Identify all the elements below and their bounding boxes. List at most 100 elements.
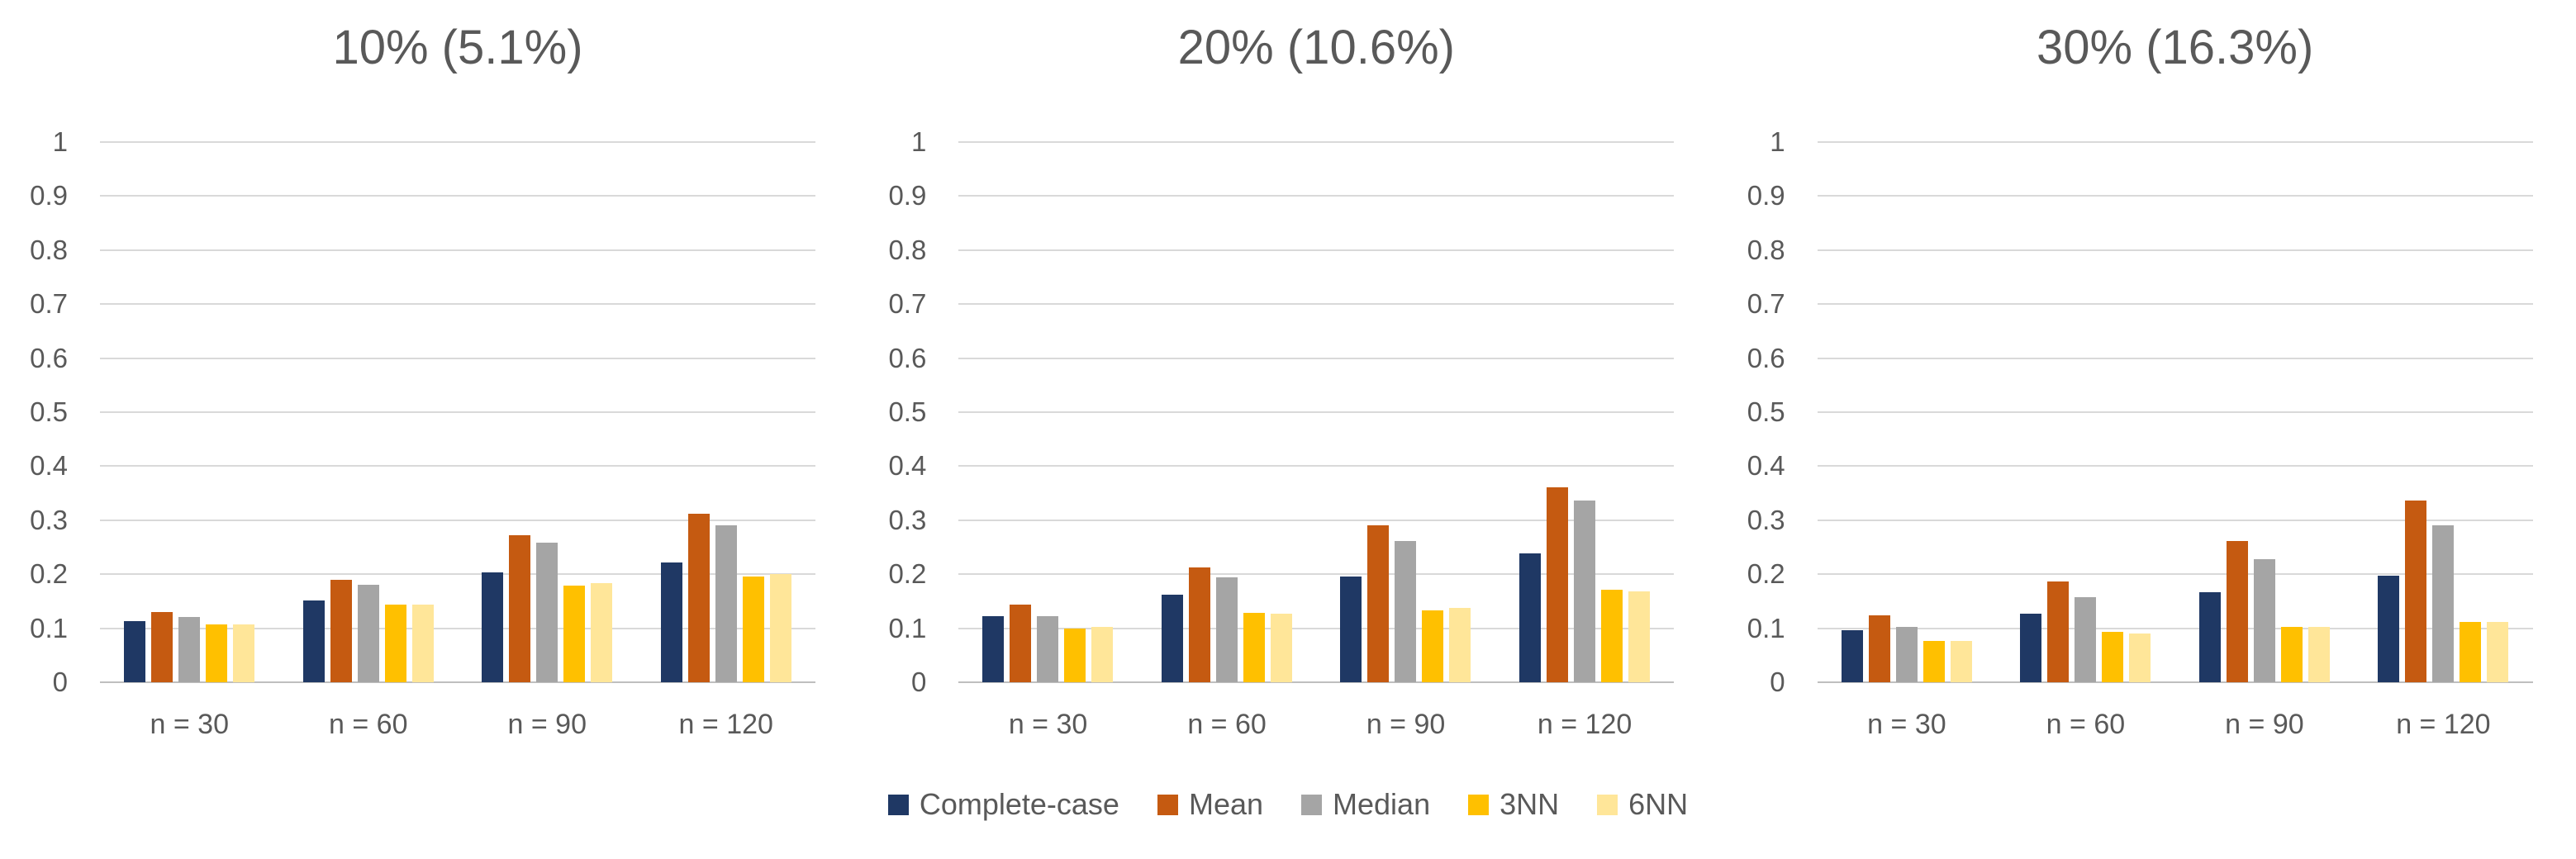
chart-title: 30% (16.3%) — [2037, 21, 2314, 74]
gridline — [100, 249, 815, 251]
x-tick-label: n = 60 — [329, 709, 408, 740]
y-tick-label: 0.3 — [888, 504, 927, 535]
bar-6nn — [411, 605, 434, 682]
x-axis-line — [100, 681, 815, 683]
gridline — [958, 411, 1675, 413]
bar-mean — [330, 579, 352, 682]
x-tick-label: n = 120 — [678, 709, 773, 740]
y-tick-label: 0.5 — [888, 396, 927, 427]
bar-3nn — [1422, 610, 1444, 682]
bar-group — [124, 142, 254, 682]
bar-6nn — [1270, 613, 1292, 682]
gridline — [1817, 573, 2533, 576]
bar-chart-2: 20% (10.6%) 0 0.1 0.2 0.3 0.4 0.5 0.6 0.7 0.8 0.9 1… — [858, 0, 1717, 776]
bar-chart-3: 30% (16.3%) 0 0.1 0.2 0.3 0.4 0.5 0.6 0.7 0.8 0.9 1… — [1718, 0, 2576, 776]
bar-group — [1841, 142, 1972, 682]
gridline — [958, 141, 1675, 143]
y-tick-label: 0 — [52, 667, 68, 697]
bar-3nn — [206, 624, 227, 682]
y-tick-label: 0.5 — [1747, 396, 1785, 427]
gridline — [100, 195, 815, 197]
x-tick-label: n = 120 — [1537, 709, 1633, 740]
bar-mean — [2405, 501, 2427, 682]
y-tick-label: 0.2 — [1747, 558, 1785, 590]
x-tick-label: n = 30 — [1867, 709, 1946, 740]
gridline — [100, 519, 815, 521]
y-tick-label: 0.6 — [30, 342, 68, 373]
bar-group — [660, 142, 791, 682]
chart-title: 20% (10.6%) — [1177, 21, 1455, 74]
bar-complete-case — [124, 621, 145, 682]
legend-swatch-median — [1301, 794, 1323, 815]
y-tick-label: 1 — [1770, 126, 1785, 157]
gridline — [958, 249, 1675, 251]
legend-label: 3NN — [1499, 787, 1560, 821]
bar-complete-case — [2378, 576, 2400, 682]
bar-3nn — [2280, 626, 2303, 682]
gridline — [100, 303, 815, 306]
bar-3nn — [2102, 632, 2124, 682]
y-tick-label: 0.8 — [30, 234, 68, 265]
x-tick-label: n = 60 — [2046, 709, 2126, 740]
bar-6nn — [1449, 608, 1471, 682]
y-tick-label: 0.9 — [1747, 180, 1785, 211]
bar-mean — [2226, 540, 2248, 682]
bar-group — [2378, 142, 2509, 682]
plot-area — [958, 141, 1675, 683]
plot-area — [1817, 141, 2533, 683]
gridline — [958, 357, 1675, 359]
gridline — [1817, 357, 2533, 359]
x-tick-label: n = 90 — [2225, 709, 2304, 740]
bar-3nn — [563, 585, 585, 682]
gridline — [958, 465, 1675, 467]
y-tick-label: 0.5 — [30, 396, 68, 427]
bar-median — [1395, 541, 1417, 682]
bar-median — [536, 542, 558, 682]
y-tick-label: 0.7 — [30, 288, 68, 320]
bar-3nn — [1600, 590, 1623, 682]
gridline — [1817, 411, 2533, 413]
gridline — [100, 627, 815, 629]
y-tick-label: 0.1 — [888, 612, 927, 643]
bar-3nn — [1064, 628, 1086, 682]
y-tick-label: 1 — [910, 126, 927, 157]
legend-swatch-complete-case — [887, 794, 909, 815]
x-tick-label: n = 120 — [2396, 709, 2491, 740]
bar-6nn — [2307, 627, 2330, 682]
bar-complete-case — [2198, 591, 2221, 682]
legend-item: Median — [1301, 787, 1430, 822]
bar-median — [1215, 577, 1238, 682]
y-tick-label: 0.8 — [888, 234, 927, 265]
gridline — [1817, 627, 2533, 629]
y-tick-label: 0.9 — [30, 180, 68, 211]
legend-item: Mean — [1157, 787, 1263, 822]
bar-6nn — [233, 624, 254, 682]
bar-complete-case — [1841, 629, 1863, 682]
y-tick-label: 0.3 — [30, 504, 68, 535]
bar-group — [1519, 142, 1650, 682]
bar-3nn — [384, 605, 406, 682]
y-tick-label: 0.3 — [1747, 504, 1785, 535]
x-tick-label: n = 60 — [1187, 709, 1267, 740]
bar-3nn — [1243, 613, 1265, 682]
legend-swatch-mean — [1157, 794, 1178, 815]
bar-median — [1573, 500, 1595, 682]
bar-median — [178, 616, 200, 682]
gridline — [1817, 195, 2533, 197]
bar-6nn — [1091, 627, 1114, 682]
bar-median — [1895, 626, 1918, 682]
bar-median — [2432, 524, 2455, 682]
bar-3nn — [742, 576, 764, 682]
bar-mean — [1546, 486, 1568, 682]
y-tick-label: 0 — [910, 667, 927, 697]
legend-label: 6NN — [1628, 787, 1689, 821]
x-tick-label: n = 90 — [507, 709, 587, 740]
bar-6nn — [1950, 640, 1972, 682]
x-tick-label: n = 90 — [1366, 709, 1446, 740]
y-tick-label: 0.6 — [1747, 342, 1785, 373]
gridline — [958, 195, 1675, 197]
bar-complete-case — [302, 600, 325, 682]
bar-mean — [509, 535, 530, 682]
bar-median — [1037, 615, 1059, 682]
